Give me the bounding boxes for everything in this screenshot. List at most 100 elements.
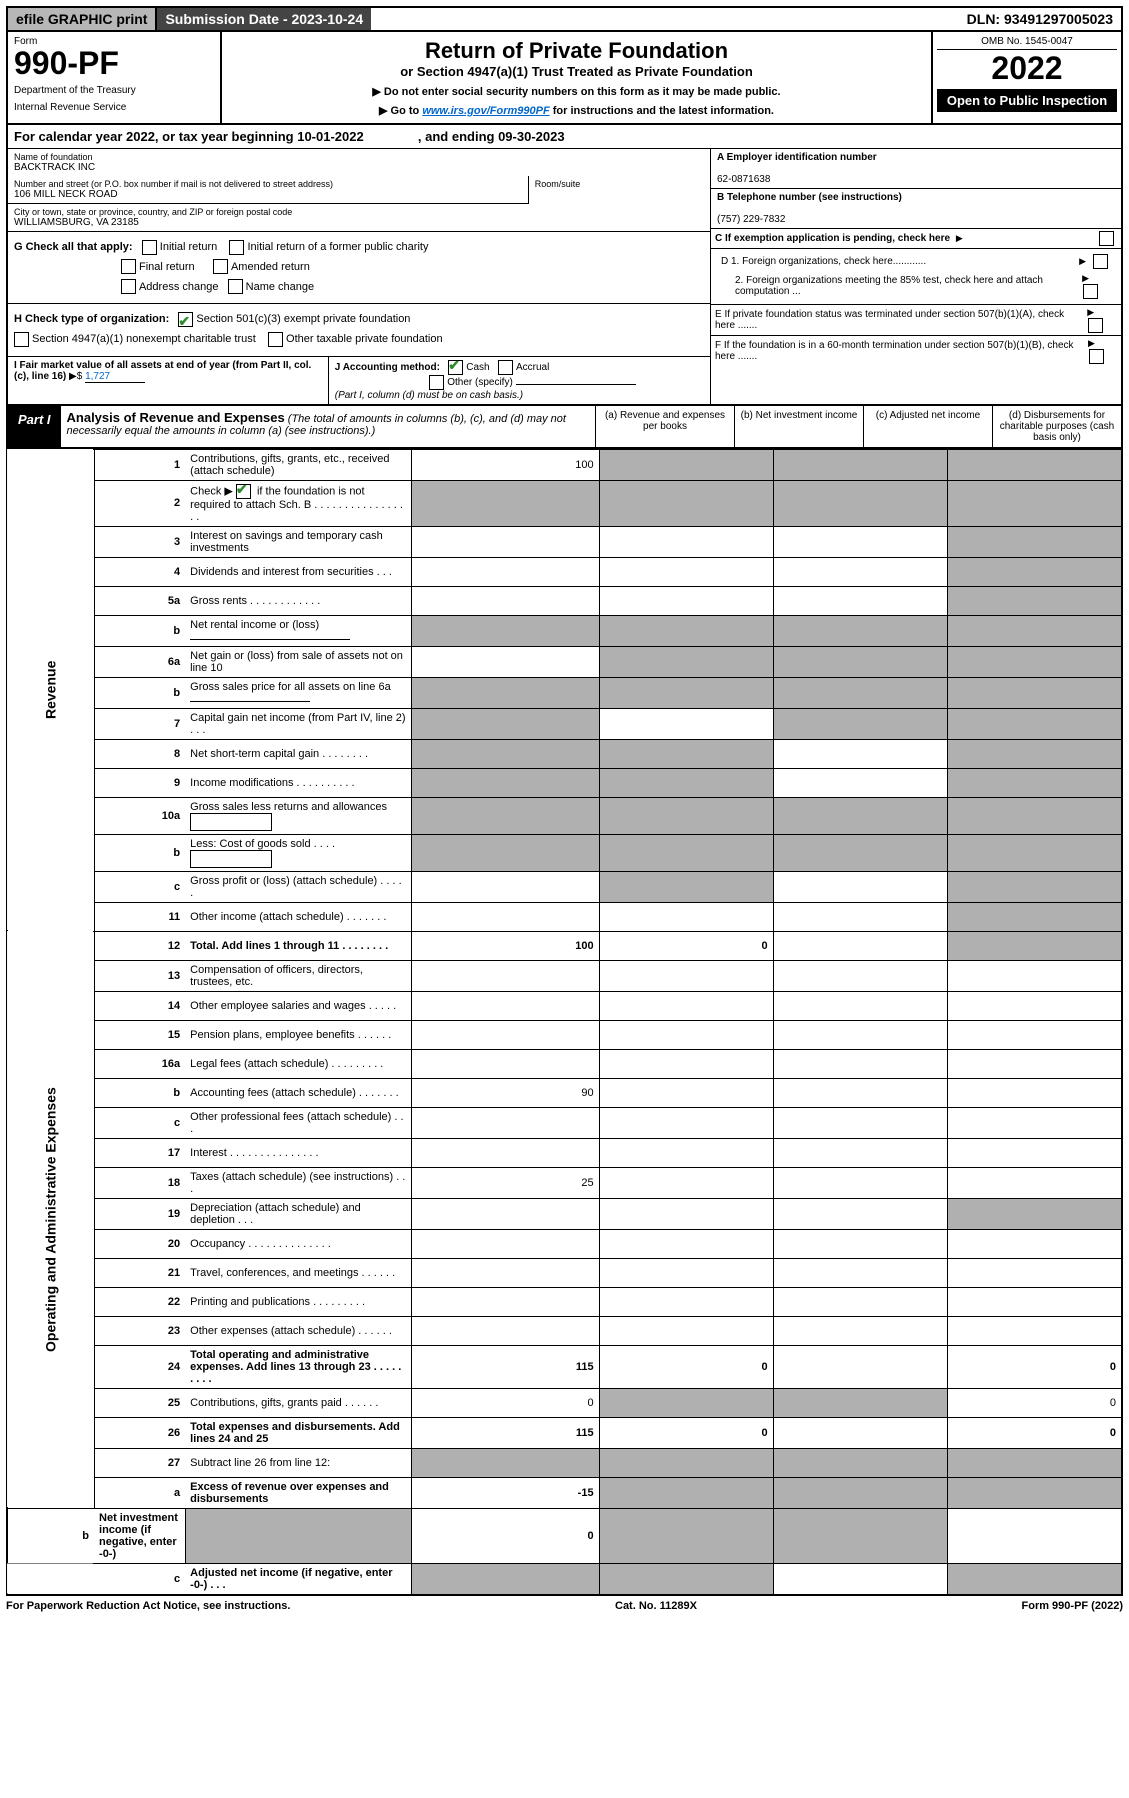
- cb-foreign-org[interactable]: [1093, 254, 1108, 269]
- omb-number: OMB No. 1545-0047: [937, 36, 1117, 50]
- f-label: F If the foundation is in a 60-month ter…: [715, 340, 1085, 362]
- header-left: Form 990-PF Department of the Treasury I…: [8, 32, 222, 123]
- line-25: 25Contributions, gifts, grants paid . . …: [7, 1388, 1122, 1417]
- line-16c: cOther professional fees (attach schedul…: [7, 1107, 1122, 1138]
- line-10b: bLess: Cost of goods sold . . . .: [7, 834, 1122, 871]
- g-opt-0: Initial return: [160, 241, 217, 253]
- cb-exemption-pending[interactable]: [1099, 231, 1114, 246]
- cb-other-method[interactable]: [429, 375, 444, 390]
- note2-post: for instructions and the latest informat…: [550, 105, 774, 117]
- cb-initial-return[interactable]: [142, 240, 157, 255]
- line-9: 9Income modifications . . . . . . . . . …: [7, 768, 1122, 797]
- j-label: J Accounting method:: [335, 362, 440, 373]
- l26-a: 115: [412, 1417, 599, 1448]
- g-opt-5: Name change: [246, 281, 315, 293]
- form-number: 990-PF: [14, 47, 214, 79]
- foundation-name: BACKTRACK INC: [14, 162, 704, 173]
- line-5b: bNet rental income or (loss): [7, 615, 1122, 646]
- h-opt-3: Other taxable private foundation: [286, 333, 443, 345]
- line-24: 24Total operating and administrative exp…: [7, 1345, 1122, 1388]
- cb-initial-former[interactable]: [229, 240, 244, 255]
- line-18: 18Taxes (attach schedule) (see instructi…: [7, 1167, 1122, 1198]
- j-accrual: Accrual: [516, 362, 549, 373]
- line-12: Operating and Administrative Expenses 12…: [7, 931, 1122, 960]
- city-state-zip: WILLIAMSBURG, VA 23185: [14, 217, 704, 228]
- l24-b: 0: [599, 1345, 773, 1388]
- g-opt-4: Address change: [139, 281, 219, 293]
- i-label: I Fair market value of all assets at end…: [14, 360, 311, 382]
- line-21: 21Travel, conferences, and meetings . . …: [7, 1258, 1122, 1287]
- l27b-b: 0: [412, 1508, 599, 1563]
- h-opt-2: Section 4947(a)(1) nonexempt charitable …: [32, 333, 256, 345]
- l27a-a: -15: [412, 1477, 599, 1508]
- part1-desc: Analysis of Revenue and Expenses (The to…: [61, 406, 595, 447]
- cb-status-terminated[interactable]: [1088, 318, 1103, 333]
- open-inspection: Open to Public Inspection: [937, 89, 1117, 112]
- header-right: OMB No. 1545-0047 2022 Open to Public In…: [931, 32, 1121, 123]
- cb-address-change[interactable]: [121, 279, 136, 294]
- cb-60month[interactable]: [1089, 349, 1104, 364]
- col-c-head: (c) Adjusted net income: [863, 406, 992, 447]
- line-5a: 5aGross rents . . . . . . . . . . . .: [7, 586, 1122, 615]
- j-cash: Cash: [466, 362, 489, 373]
- form-header: Form 990-PF Department of the Treasury I…: [6, 32, 1123, 125]
- phone: (757) 229-7832: [717, 214, 785, 225]
- form-ref: Form 990-PF (2022): [1022, 1600, 1123, 1612]
- col-d-head: (d) Disbursements for charitable purpose…: [992, 406, 1121, 447]
- info-left: Name of foundation BACKTRACK INC Number …: [8, 149, 710, 404]
- line-27c: cAdjusted net income (if negative, enter…: [7, 1563, 1122, 1595]
- line-1: Revenue 1 Contributions, gifts, grants, …: [7, 449, 1122, 480]
- dln: DLN: 93491297005023: [959, 8, 1121, 30]
- l16b-a: 90: [412, 1078, 599, 1107]
- entity-info: Name of foundation BACKTRACK INC Number …: [6, 149, 1123, 406]
- form-title: Return of Private Foundation: [228, 38, 925, 64]
- cb-amended[interactable]: [213, 259, 228, 274]
- g-opt-3: Amended return: [231, 261, 310, 273]
- cb-final-return[interactable]: [121, 259, 136, 274]
- l12-b: 0: [599, 931, 773, 960]
- j-other: Other (specify): [447, 377, 513, 388]
- note-ssn: ▶ Do not enter social security numbers o…: [228, 85, 925, 98]
- part1-title: Analysis of Revenue and Expenses: [67, 410, 285, 425]
- e-label: E If private foundation status was termi…: [715, 309, 1084, 331]
- line-11: 11Other income (attach schedule) . . . .…: [7, 902, 1122, 931]
- tax-year: 2022: [937, 50, 1117, 87]
- c-label: C If exemption application is pending, c…: [715, 233, 950, 244]
- l25-d: 0: [947, 1388, 1122, 1417]
- h-label: H Check type of organization:: [14, 313, 169, 325]
- l18-a: 25: [412, 1167, 599, 1198]
- cb-accrual[interactable]: [498, 360, 513, 375]
- irs-link[interactable]: www.irs.gov/Form990PF: [422, 105, 549, 117]
- l24-d: 0: [947, 1345, 1122, 1388]
- b-label: B Telephone number (see instructions): [717, 192, 902, 203]
- l12-a: 100: [412, 931, 599, 960]
- line-14: 14Other employee salaries and wages . . …: [7, 991, 1122, 1020]
- cb-name-change[interactable]: [228, 279, 243, 294]
- section-g: G Check all that apply: Initial return I…: [8, 232, 710, 303]
- h-opt-1: Section 501(c)(3) exempt private foundat…: [196, 313, 410, 325]
- j-note: (Part I, column (d) must be on cash basi…: [335, 390, 523, 401]
- col-a-head: (a) Revenue and expenses per books: [595, 406, 734, 447]
- line-15: 15Pension plans, employee benefits . . .…: [7, 1020, 1122, 1049]
- dept-treasury: Department of the Treasury: [14, 85, 214, 96]
- cb-other-taxable[interactable]: [268, 332, 283, 347]
- page-footer: For Paperwork Reduction Act Notice, see …: [6, 1596, 1123, 1612]
- cb-cash[interactable]: [448, 360, 463, 375]
- note-link-line: ▶ Go to www.irs.gov/Form990PF for instru…: [228, 104, 925, 117]
- paperwork-notice: For Paperwork Reduction Act Notice, see …: [6, 1600, 290, 1612]
- line-6a: 6aNet gain or (loss) from sale of assets…: [7, 646, 1122, 677]
- cb-85pct-test[interactable]: [1083, 284, 1098, 299]
- line-8: 8Net short-term capital gain . . . . . .…: [7, 739, 1122, 768]
- line-10c: cGross profit or (loss) (attach schedule…: [7, 871, 1122, 902]
- part1-label: Part I: [8, 406, 61, 447]
- lines-table: Revenue 1 Contributions, gifts, grants, …: [6, 449, 1123, 1596]
- cat-no: Cat. No. 11289X: [615, 1600, 697, 1612]
- cb-sch-b-not-required[interactable]: [236, 484, 251, 499]
- line-20: 20Occupancy . . . . . . . . . . . . . .: [7, 1229, 1122, 1258]
- line-6b: bGross sales price for all assets on lin…: [7, 677, 1122, 708]
- cb-4947a1[interactable]: [14, 332, 29, 347]
- line-7: 7Capital gain net income (from Part IV, …: [7, 708, 1122, 739]
- ein: 62-0871638: [717, 174, 770, 185]
- header-center: Return of Private Foundation or Section …: [222, 32, 931, 123]
- cb-501c3[interactable]: [178, 312, 193, 327]
